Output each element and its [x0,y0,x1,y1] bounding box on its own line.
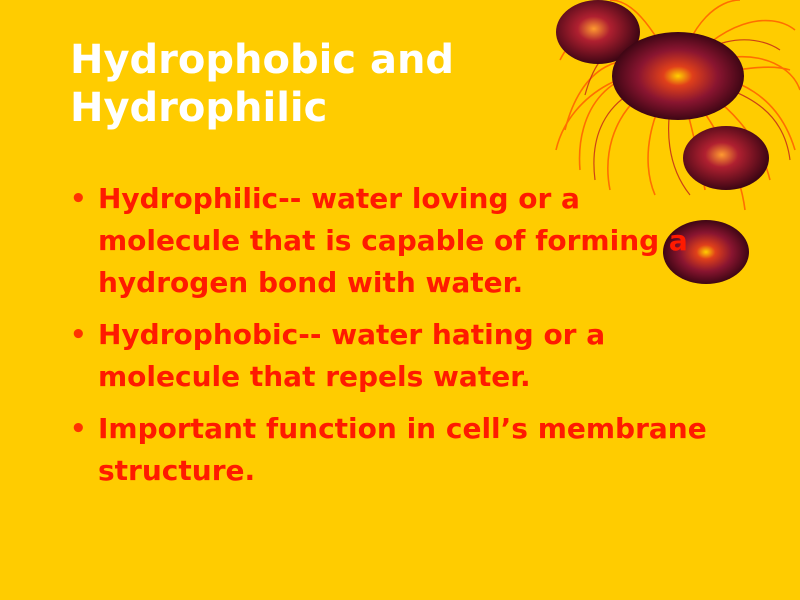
sphere-top-left [556,0,640,64]
bullet-dot-icon: • [70,184,87,214]
bullet-text: Important function in cell’s membrane st… [98,412,707,487]
slide-title: Hydrophobic and Hydrophilic [70,37,455,131]
radiating-spheres-graphic [555,0,800,284]
bullet-text: Hydrophilic-- water loving or a molecule… [98,182,688,299]
bullet-item-hydrophobic: • Hydrophobic-- water hating or a molecu… [70,314,730,398]
bullet-dot-icon: • [70,320,87,350]
bullet-text: Hydrophobic-- water hating or a molecule… [98,318,606,393]
bullet-item-membrane: • Important function in cell’s membrane … [70,408,730,492]
bullet-item-hydrophilic: • Hydrophilic-- water loving or a molecu… [70,178,730,304]
bullet-list: • Hydrophilic-- water loving or a molecu… [70,178,730,502]
sphere-small [663,220,749,284]
sphere-large [612,32,744,120]
bullet-dot-icon: • [70,414,87,444]
sphere-right [683,126,769,190]
